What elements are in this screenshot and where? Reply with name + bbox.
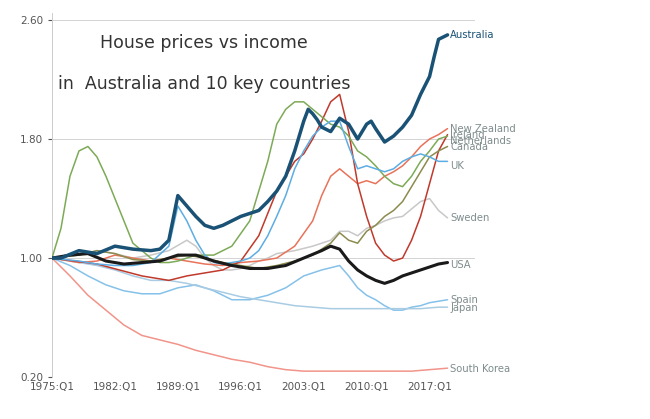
Text: in  Australia and 10 key countries: in Australia and 10 key countries	[58, 75, 350, 93]
Text: USA: USA	[450, 260, 471, 270]
Text: UK: UK	[450, 161, 464, 171]
Text: Netherlands: Netherlands	[450, 136, 512, 146]
Text: Australia: Australia	[450, 30, 495, 40]
Text: Japan: Japan	[450, 303, 478, 313]
Text: Sweden: Sweden	[450, 213, 489, 223]
Text: Ireland: Ireland	[450, 130, 485, 140]
Text: House prices vs income: House prices vs income	[100, 34, 308, 52]
Text: Canada: Canada	[450, 142, 488, 152]
Text: New Zealand: New Zealand	[450, 124, 516, 134]
Text: South Korea: South Korea	[450, 364, 510, 374]
Text: Spain: Spain	[450, 295, 478, 305]
